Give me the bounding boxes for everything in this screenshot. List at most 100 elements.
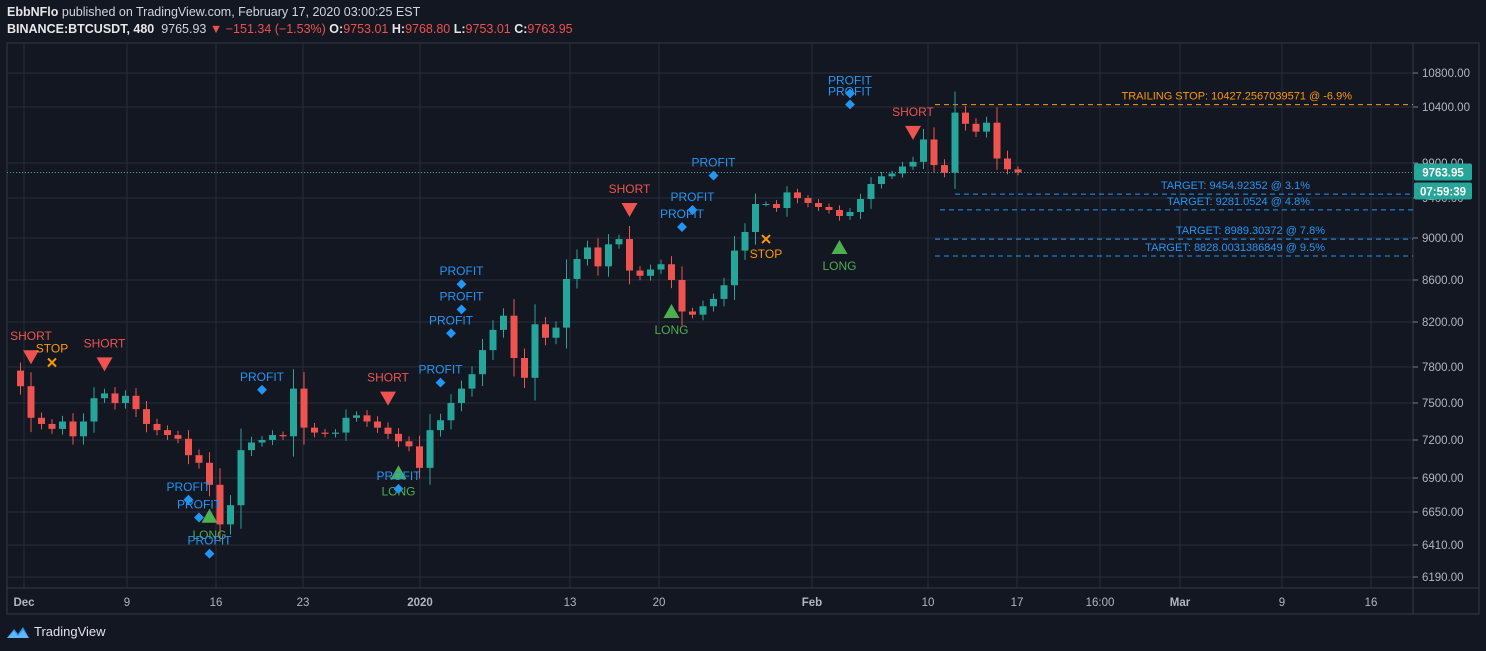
candle: [542, 317, 549, 346]
candle: [668, 256, 675, 289]
candle: [983, 116, 990, 138]
x-tick-label: 10: [922, 597, 935, 609]
short-signal: SHORT: [892, 105, 935, 140]
high-label: H:: [391, 22, 406, 36]
profit-label: PROFIT: [177, 498, 222, 512]
candle: [258, 436, 266, 447]
candle: [699, 300, 707, 321]
short-signal: SHORT: [10, 329, 53, 365]
candle: [185, 430, 192, 465]
profit-label: PROFIT: [240, 370, 285, 384]
footer: TradingView: [6, 624, 106, 639]
candle: [195, 449, 203, 469]
target-label: TARGET: 9454.92352 @ 3.1%: [1161, 180, 1310, 192]
down-arrow-icon: ▼: [209, 22, 223, 36]
symbol-label[interactable]: BINANCE:BTCUSDT, 480: [7, 22, 155, 36]
profit-label: PROFIT: [660, 207, 705, 221]
y-tick-label: 8600.00: [1422, 275, 1464, 287]
candle: [521, 348, 528, 388]
y-tick-label: 7800.00: [1422, 362, 1464, 374]
candle: [132, 388, 140, 417]
tradingview-logo-icon[interactable]: [6, 625, 30, 639]
candle: [489, 320, 497, 361]
candle: [426, 414, 434, 485]
short-triangle-icon: [96, 357, 113, 372]
stop-x-icon: [761, 234, 771, 244]
countdown-label: 07:59:39: [1420, 187, 1466, 199]
open-value: 9753.01: [343, 22, 389, 36]
candle: [972, 118, 980, 138]
candle: [38, 412, 45, 430]
long-label: LONG: [192, 528, 226, 542]
candle: [594, 238, 602, 276]
candle: [80, 413, 87, 445]
y-tick-label: 6410.00: [1422, 540, 1464, 552]
candle: [636, 266, 644, 281]
candle: [689, 307, 696, 319]
candle: [857, 193, 864, 220]
candle: [405, 436, 413, 452]
profit-label: PROFIT: [429, 313, 474, 327]
profit-label: PROFIT: [440, 264, 485, 278]
countdown-tag: 07:59:39: [1414, 182, 1472, 200]
low-value: 9753.01: [465, 22, 511, 36]
candle: [710, 293, 717, 312]
candle: [59, 415, 66, 435]
price-axis[interactable]: 10800.0010400.009900.009400.009000.00860…: [1413, 68, 1470, 584]
candle: [153, 418, 161, 436]
candle: [279, 431, 287, 440]
candle: [164, 425, 171, 440]
candle: [269, 430, 276, 445]
candle: [552, 321, 560, 345]
short-triangle-icon: [905, 125, 921, 140]
candle: [69, 413, 77, 445]
short-label: SHORT: [609, 182, 651, 196]
profit-signal: PROFIT: [660, 207, 705, 232]
x-tick-label: 13: [564, 597, 577, 609]
x-tick-label: 16:00: [1086, 597, 1115, 609]
x-tick-label: 17: [1011, 597, 1024, 609]
x-tick-label: 20: [653, 597, 666, 609]
profit-signal: PROFIT: [377, 469, 421, 494]
y-tick-label: 7500.00: [1422, 398, 1464, 410]
x-tick-label: 23: [297, 597, 310, 609]
y-tick-label: 8200.00: [1422, 317, 1464, 329]
profit-signal: PROFIT: [429, 313, 474, 339]
candle: [909, 156, 917, 170]
target-label: TARGET: 8828.0031386849 @ 9.5%: [1145, 242, 1325, 254]
time-axis[interactable]: Dec 9 16 23 2020 13 20 Feb 10 17 16:00 Mar 9 16: [13, 597, 1377, 609]
candle: [815, 199, 822, 211]
stop-label: STOP: [36, 342, 68, 356]
candle: [867, 177, 875, 209]
candle: [300, 372, 308, 445]
short-signal: SHORT: [367, 371, 410, 406]
profit-diamond-icon: [446, 328, 456, 339]
candle: [573, 249, 581, 289]
long-signal: LONG: [192, 508, 227, 542]
candle: [888, 170, 896, 180]
brand-name[interactable]: TradingView: [34, 624, 106, 639]
short-signal: SHORT: [609, 182, 651, 218]
candle: [290, 369, 297, 457]
profit-diamond-icon: [183, 494, 194, 505]
y-tick-label: 6900.00: [1422, 473, 1464, 485]
candle: [311, 422, 318, 438]
candle: [773, 200, 780, 212]
profit-diamond-icon: [677, 222, 687, 232]
candle: [416, 435, 423, 479]
last-price-label: 9763.95: [1422, 168, 1464, 180]
candle: [783, 186, 791, 217]
y-tick-label: 10400.00: [1422, 102, 1470, 114]
profit-label: PROFIT: [440, 289, 485, 303]
profit-signal: PROFIT: [440, 264, 485, 290]
candle: [720, 277, 728, 307]
short-triangle-icon: [380, 391, 396, 406]
profit-diamond-icon: [845, 99, 855, 110]
candle: [1004, 150, 1011, 175]
candle: [762, 201, 770, 207]
candle: [930, 127, 938, 173]
author-name[interactable]: EbbNFlo: [7, 5, 59, 19]
short-label: SHORT: [84, 336, 126, 350]
profit-signal: PROFIT: [440, 289, 485, 315]
